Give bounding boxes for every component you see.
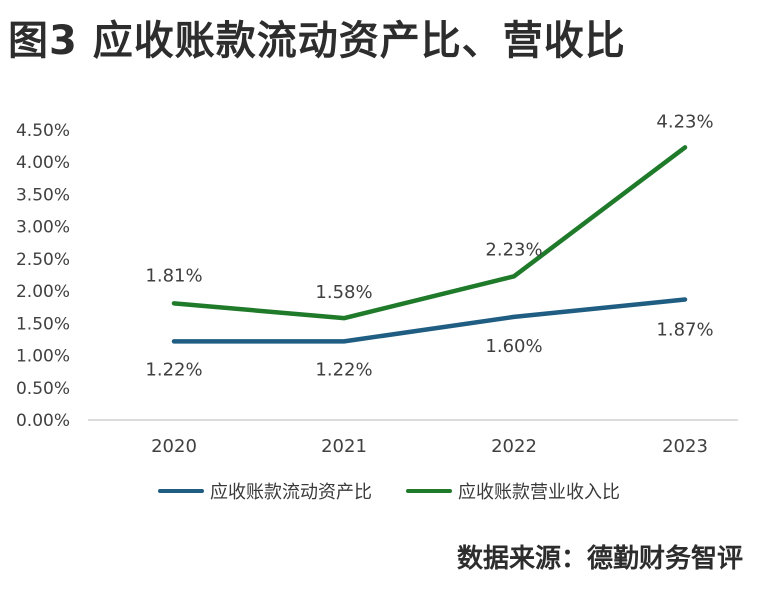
data-label: 1.58% xyxy=(315,282,372,303)
chart-legend: 应收账款流动资产比 应收账款营业收入比 xyxy=(158,478,620,504)
y-tick-label: 2.50% xyxy=(16,250,70,270)
y-tick-label: 1.00% xyxy=(16,347,70,367)
series-line-current-asset-ratio xyxy=(171,297,688,344)
data-label: 1.22% xyxy=(315,359,372,380)
x-tick-label: 2023 xyxy=(662,436,708,457)
legend-item-series-2: 应收账款营业收入比 xyxy=(406,478,620,504)
x-tick-label: 2020 xyxy=(151,436,197,457)
chart-title: 图3 应收账款流动资产比、营收比 xyxy=(8,18,626,64)
data-label: 1.22% xyxy=(145,359,202,380)
legend-label-series-1: 应收账款流动资产比 xyxy=(210,482,372,503)
legend-swatch-series-2 xyxy=(406,489,452,493)
data-label: 2.23% xyxy=(485,239,542,260)
series-line-revenue-ratio xyxy=(171,145,688,321)
x-tick-label: 2022 xyxy=(491,436,537,457)
y-tick-label: 3.00% xyxy=(16,218,70,238)
legend-item-series-1: 应收账款流动资产比 xyxy=(158,478,372,504)
y-tick-label: 0.50% xyxy=(16,379,70,399)
data-label: 1.87% xyxy=(656,319,713,340)
data-label: 1.81% xyxy=(145,265,202,286)
y-tick-label: 4.00% xyxy=(16,153,70,173)
y-tick-label: 2.00% xyxy=(16,282,70,302)
y-tick-label: 1.50% xyxy=(16,314,70,334)
legend-label-series-2: 应收账款营业收入比 xyxy=(458,482,620,503)
data-label: 1.60% xyxy=(485,336,542,357)
legend-swatch-series-1 xyxy=(158,489,204,493)
source-note: 数据来源：德勤财务智评 xyxy=(456,544,743,574)
x-tick-label: 2021 xyxy=(321,436,367,457)
data-label: 4.23% xyxy=(656,111,713,132)
y-tick-label: 4.50% xyxy=(16,121,70,141)
y-tick-label: 3.50% xyxy=(16,185,70,205)
y-tick-label: 0.00% xyxy=(16,411,70,431)
